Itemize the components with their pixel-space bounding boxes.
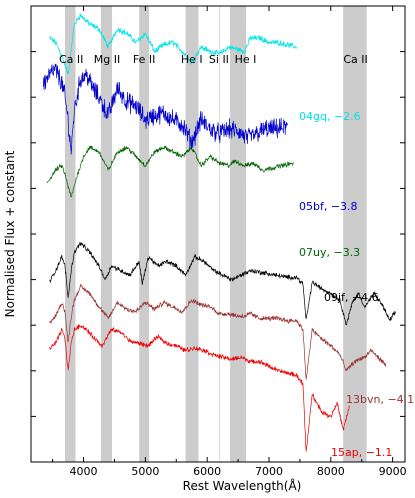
line-annotation: Ca II — [343, 53, 367, 66]
series-line — [46, 145, 294, 198]
x-axis-label: Rest Wavelength(Å) — [183, 478, 302, 493]
shaded-band — [230, 6, 247, 462]
line-annotation: Si II — [209, 53, 229, 66]
x-tick-label: 4000 — [70, 465, 98, 478]
x-tick-label: 9000 — [379, 465, 407, 478]
line-annotation: Ca II — [59, 53, 83, 66]
shaded-band — [185, 6, 199, 462]
series-line — [49, 12, 297, 75]
line-annotation: He I — [235, 53, 257, 66]
x-tick-labels: 4000 5000 6000 7000 8000 9000 — [70, 465, 407, 478]
series-line — [49, 324, 350, 452]
series-label: 15ap, −1.1 — [331, 446, 392, 459]
axis-ticks — [31, 6, 405, 462]
x-tick-label: 7000 — [255, 465, 283, 478]
series-label: 04gq, −2.6 — [299, 110, 361, 123]
series-label: 05bf, −3.8 — [299, 200, 358, 213]
line-annotation: Fe II — [133, 53, 155, 66]
line-annotations: Ca II Mg II Fe II He I Si II He I Ca II — [59, 53, 368, 66]
shaded-band — [65, 6, 76, 462]
series-label: 13bvn, −4.1 — [346, 393, 414, 406]
line-annotation: Mg II — [94, 53, 120, 66]
series-label: 07uy, −3.3 — [299, 246, 360, 259]
x-tick-label: 6000 — [193, 465, 221, 478]
x-tick-label: 8000 — [317, 465, 345, 478]
shaded-band — [343, 6, 367, 462]
series-labels: 04gq, −2.6 05bf, −3.8 07uy, −3.3 09jf, −4.6… — [299, 110, 414, 459]
series-label: 09jf, −4.6 — [324, 291, 379, 304]
series-line — [43, 63, 288, 155]
series-line — [49, 242, 396, 326]
spectra-series — [43, 12, 396, 452]
x-tick-label: 5000 — [131, 465, 159, 478]
shaded-band — [100, 6, 112, 462]
y-axis-label: Normalised Flux + constant — [3, 150, 17, 317]
series-line — [49, 283, 387, 380]
line-annotation: He I — [181, 53, 203, 66]
shaded-bands — [65, 6, 367, 462]
shaded-band — [139, 6, 150, 462]
